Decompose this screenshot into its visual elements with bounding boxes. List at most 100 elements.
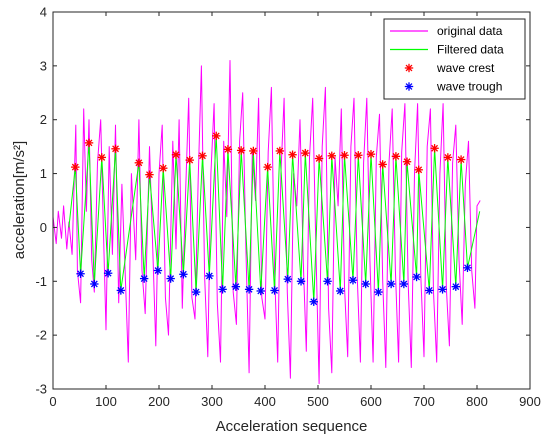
wave-trough-marker-stroke <box>362 280 370 288</box>
wave-crest-marker <box>443 153 453 162</box>
wave-trough-marker <box>231 282 241 291</box>
wave-crest-marker-stroke <box>159 164 167 172</box>
wave-crest-marker-stroke <box>341 151 348 159</box>
wave-crest-marker <box>366 149 376 159</box>
wave-crest-marker <box>340 151 349 160</box>
wave-trough-marker-stroke <box>297 277 305 285</box>
wave-trough-marker <box>166 274 175 283</box>
wave-crest-marker <box>354 151 363 160</box>
wave-trough-marker-stroke <box>232 283 240 291</box>
wave-trough-marker-stroke <box>205 272 213 280</box>
wave-crest-marker-stroke <box>276 147 284 155</box>
y-tick-label: 3 <box>40 58 47 73</box>
wave-crest-marker-stroke <box>415 166 423 174</box>
wave-trough-marker-stroke <box>167 275 175 283</box>
legend-label: original data <box>437 24 503 38</box>
wave-trough-marker-stroke <box>349 276 357 284</box>
wave-trough-marker <box>179 270 188 279</box>
wave-trough-marker <box>438 285 447 294</box>
legend-label: wave trough <box>436 80 502 94</box>
wave-crest-marker-stroke <box>301 149 309 157</box>
legend-star-swatch <box>404 63 414 73</box>
wave-crest-marker-stroke <box>212 132 220 140</box>
wave-crest-marker <box>301 148 310 158</box>
wave-trough-marker-stroke <box>336 287 344 295</box>
x-tick-label: 0 <box>49 394 56 409</box>
wave-crest-marker-stroke <box>431 144 439 152</box>
wave-crest-marker-stroke <box>379 160 387 168</box>
wave-trough-marker <box>336 286 345 296</box>
legend-star-swatch <box>404 82 414 91</box>
series-filtered-data <box>68 135 481 303</box>
legend-label: Filtered data <box>437 43 504 57</box>
wave-crest-marker <box>84 138 94 148</box>
wave-trough-marker-stroke <box>400 280 408 288</box>
wave-trough-marker <box>425 286 434 295</box>
wave-crest-marker-stroke <box>85 139 93 147</box>
wave-crest-marker-stroke <box>146 171 153 179</box>
wave-crest-marker <box>111 144 120 153</box>
x-tick-label: 400 <box>254 394 276 409</box>
wave-crest-marker-stroke <box>289 151 296 159</box>
wave-crest-marker-stroke <box>444 153 452 161</box>
wave-trough-marker-stroke <box>179 270 187 278</box>
x-axis-label: Acceleration sequence <box>216 418 368 435</box>
legend-star-swatch-stroke <box>405 64 413 72</box>
wave-crest-marker-stroke <box>71 163 79 171</box>
wave-crest-marker <box>391 152 401 161</box>
wave-crest-marker-stroke <box>457 156 465 163</box>
wave-trough-marker-stroke <box>154 267 162 274</box>
wave-trough-marker <box>218 285 227 294</box>
legend-entry: wave crest <box>404 61 495 75</box>
wave-crest-marker <box>414 165 423 174</box>
wave-crest-marker <box>145 170 154 179</box>
wave-trough-marker <box>374 287 383 297</box>
wave-trough-marker-stroke <box>192 288 200 296</box>
wave-trough-marker-stroke <box>90 280 98 288</box>
wave-crest-marker <box>236 146 246 155</box>
wave-trough-marker <box>323 277 332 286</box>
x-tick-label: 700 <box>413 394 435 409</box>
wave-crest-marker-stroke <box>237 146 245 154</box>
wave-crest-marker-stroke <box>135 159 143 167</box>
wave-crest-marker <box>212 131 221 141</box>
wave-trough-marker <box>283 274 292 284</box>
wave-crest-marker-stroke <box>367 150 375 158</box>
wave-crest-marker <box>185 155 194 165</box>
wave-trough-marker <box>270 286 279 295</box>
wave-trough-marker <box>296 277 306 286</box>
wave-crest-marker-stroke <box>315 155 323 162</box>
x-tick-label: 200 <box>148 394 170 409</box>
wave-trough-marker-stroke <box>310 298 318 306</box>
wave-crest-marker <box>71 162 80 172</box>
y-tick-label: -2 <box>35 328 47 343</box>
wave-crest-marker-stroke <box>354 151 362 159</box>
wave-crest-marker-stroke <box>112 145 119 153</box>
wave-trough-marker-stroke <box>452 283 460 291</box>
wave-crest-marker-stroke <box>264 163 272 171</box>
wave-crest-marker <box>263 162 272 172</box>
wave-trough-marker <box>386 279 396 289</box>
legend-label: wave crest <box>436 61 495 75</box>
wave-crest-marker-stroke <box>328 152 336 160</box>
wave-trough-marker <box>348 276 358 285</box>
wave-trough-marker-stroke <box>439 285 446 293</box>
wave-crest-marker <box>198 151 207 160</box>
y-tick-label: -1 <box>35 274 47 289</box>
wave-trough-marker <box>139 274 149 283</box>
wave-crest-marker-stroke <box>199 152 206 160</box>
wave-crest-marker <box>249 146 258 156</box>
wave-crest-marker-stroke <box>403 158 411 166</box>
wave-trough-marker-stroke <box>413 273 421 281</box>
wave-trough-marker-stroke <box>284 275 292 283</box>
x-tick-label: 800 <box>466 394 488 409</box>
series-original-data <box>52 60 481 385</box>
wave-trough-marker-stroke <box>219 285 227 293</box>
wave-trough-marker <box>309 297 318 306</box>
wave-crest-marker-stroke <box>392 152 400 160</box>
wave-trough-marker <box>191 287 201 297</box>
wave-trough-marker-stroke <box>245 285 253 293</box>
wave-crest-marker <box>288 150 297 159</box>
y-tick-label: 4 <box>40 5 47 20</box>
